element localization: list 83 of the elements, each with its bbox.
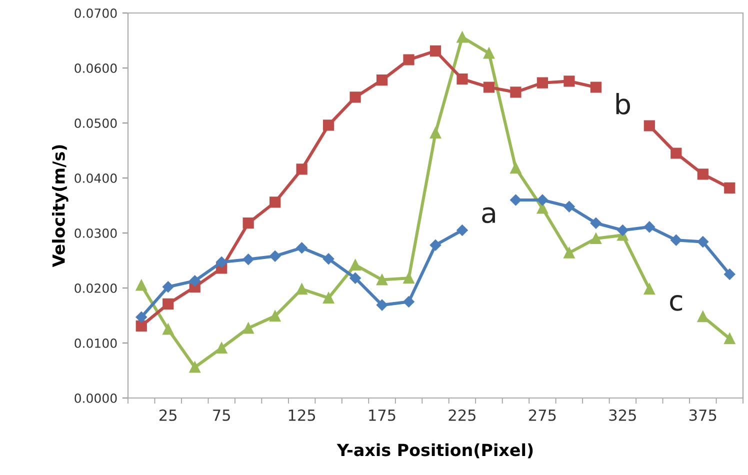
point bbox=[350, 272, 361, 284]
point bbox=[136, 312, 147, 323]
point bbox=[270, 196, 281, 208]
y-tick-label: 0.0300 bbox=[74, 228, 117, 238]
point bbox=[350, 92, 361, 103]
point bbox=[590, 82, 602, 93]
point bbox=[724, 268, 736, 280]
point bbox=[162, 281, 174, 293]
point bbox=[456, 73, 468, 85]
point bbox=[376, 299, 388, 311]
point bbox=[296, 164, 308, 175]
y-tick-label: 0.0700 bbox=[74, 8, 117, 18]
point bbox=[564, 247, 575, 258]
point bbox=[536, 194, 548, 206]
point bbox=[724, 182, 736, 194]
point bbox=[564, 76, 575, 87]
point bbox=[564, 200, 575, 212]
point bbox=[697, 168, 708, 180]
point bbox=[430, 239, 442, 251]
point bbox=[322, 292, 334, 304]
x-axis-title: Y-axis Position(Pixel) bbox=[336, 443, 533, 458]
series-label: b bbox=[616, 93, 630, 115]
point bbox=[697, 311, 708, 322]
point bbox=[296, 284, 308, 295]
point bbox=[644, 221, 656, 233]
series-label: a bbox=[482, 207, 495, 224]
y-tick-label: 0.0200 bbox=[74, 283, 117, 293]
point bbox=[670, 234, 682, 246]
point bbox=[403, 296, 414, 308]
y-tick-label: 0.0400 bbox=[74, 173, 117, 183]
point bbox=[376, 274, 388, 286]
point bbox=[724, 333, 736, 344]
point bbox=[590, 232, 602, 244]
point bbox=[269, 250, 281, 262]
point bbox=[216, 256, 228, 268]
x-tick-label: 175 bbox=[369, 410, 396, 421]
series-label: c bbox=[670, 294, 682, 311]
point bbox=[216, 342, 228, 354]
x-tick-label: 325 bbox=[609, 409, 636, 421]
point bbox=[350, 259, 361, 270]
point bbox=[483, 48, 495, 59]
point bbox=[189, 275, 200, 286]
point bbox=[403, 54, 414, 66]
y-tick-label: 0.0500 bbox=[74, 118, 117, 128]
x-tick-label: 375 bbox=[689, 409, 716, 421]
point bbox=[376, 74, 388, 86]
point bbox=[430, 45, 442, 57]
point bbox=[483, 82, 495, 93]
point bbox=[430, 127, 442, 138]
y-tick-label: 0.0100 bbox=[74, 338, 117, 348]
x-tick-label: 275 bbox=[528, 409, 556, 421]
point bbox=[536, 77, 548, 88]
point bbox=[590, 217, 602, 229]
point bbox=[270, 310, 281, 322]
point bbox=[670, 148, 682, 159]
point bbox=[162, 324, 174, 335]
point bbox=[242, 322, 254, 334]
x-tick-label: 25 bbox=[160, 409, 176, 421]
point bbox=[644, 284, 655, 295]
point bbox=[136, 280, 147, 291]
point bbox=[136, 320, 147, 332]
point bbox=[322, 253, 334, 264]
point bbox=[296, 242, 308, 254]
x-tick-label: 225 bbox=[448, 409, 476, 421]
point bbox=[697, 236, 708, 248]
point bbox=[617, 224, 628, 236]
point bbox=[644, 120, 655, 132]
y-tick-label: 0.0000 bbox=[74, 393, 117, 403]
point bbox=[510, 162, 522, 174]
y-axis-title: Velocity(m/s) bbox=[52, 145, 68, 268]
point bbox=[456, 224, 468, 236]
point bbox=[510, 194, 522, 206]
point bbox=[510, 86, 522, 98]
x-tick-label: 125 bbox=[288, 409, 316, 421]
point bbox=[322, 120, 334, 131]
point bbox=[242, 218, 254, 229]
point bbox=[456, 32, 468, 43]
y-tick-label: 0.0600 bbox=[74, 63, 117, 73]
x-tick-label: 75 bbox=[213, 410, 230, 421]
point bbox=[162, 298, 174, 310]
point bbox=[403, 272, 414, 284]
point bbox=[189, 362, 200, 373]
point bbox=[242, 254, 254, 266]
